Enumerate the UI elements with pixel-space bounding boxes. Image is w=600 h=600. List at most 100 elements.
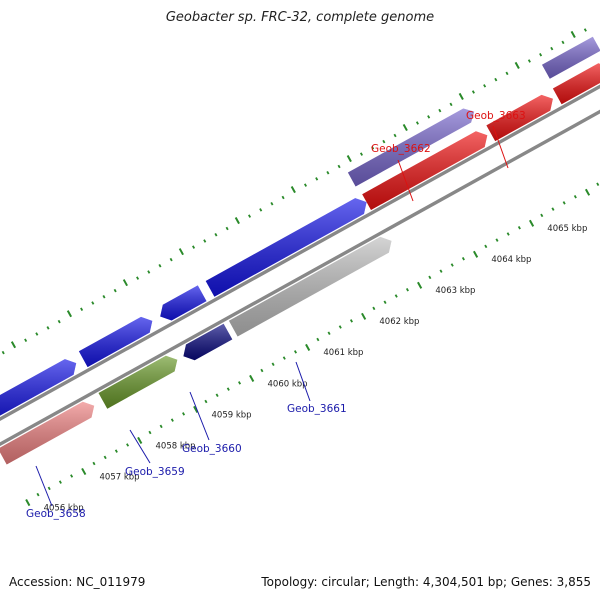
major-tick-0-35 — [346, 154, 352, 163]
minor-tick-1-6 — [92, 461, 96, 466]
gene-forward-6-shade — [486, 94, 553, 142]
minor-tick-0-9 — [57, 319, 61, 324]
minor-tick-1-23 — [282, 356, 286, 360]
gene-reverse-1 — [0, 401, 95, 465]
minor-tick-0-28 — [270, 201, 274, 206]
minor-tick-0-54 — [561, 40, 565, 45]
minor-tick-1-3 — [58, 480, 62, 484]
gene-forward-4-shade — [205, 198, 367, 297]
gene-forward-1-shade — [0, 359, 77, 416]
major-tick-0-55 — [570, 30, 576, 38]
major-tick-1-35 — [417, 281, 423, 289]
minor-tick-0-37 — [371, 146, 375, 150]
major-tick-0-45 — [458, 92, 464, 101]
minor-tick-1-21 — [260, 368, 264, 373]
minor-tick-1-27 — [327, 331, 331, 335]
minor-tick-1-18 — [226, 387, 230, 391]
minor-tick-0-26 — [248, 214, 252, 218]
minor-tick-1-42 — [495, 238, 499, 242]
minor-tick-1-22 — [271, 362, 275, 367]
minor-tick-0-19 — [169, 257, 173, 262]
minor-tick-1-33 — [394, 294, 398, 298]
gene-label: Geob_3662 — [371, 143, 431, 155]
minor-tick-1-28 — [338, 325, 342, 329]
minor-tick-1-29 — [349, 319, 353, 323]
strand-line-forward — [0, 84, 600, 421]
kbp-label: 4063 kbp — [435, 286, 475, 296]
minor-tick-1-51 — [596, 182, 600, 187]
minor-tick-0-11 — [80, 307, 84, 311]
minor-tick-0-12 — [91, 301, 95, 305]
major-tick-1-45 — [528, 219, 535, 227]
minor-tick-1-46 — [540, 213, 544, 218]
minor-tick-0-7 — [35, 332, 39, 336]
major-tick-0-40 — [402, 123, 408, 132]
gene-label: Geob_3660 — [182, 443, 242, 455]
map-title: Geobacter sp. FRC-32, complete genome — [165, 10, 435, 25]
strand-lines — [0, 84, 600, 447]
minor-tick-1-32 — [383, 300, 387, 304]
kbp-label: 4058 kbp — [156, 441, 196, 451]
minor-tick-0-33 — [326, 170, 330, 175]
gene-reverse-3-shade — [183, 323, 233, 361]
kbp-label: 4059 kbp — [212, 410, 252, 420]
minor-tick-1-11 — [148, 430, 152, 435]
minor-tick-0-39 — [393, 133, 397, 138]
minor-tick-0-27 — [259, 208, 263, 212]
minor-tick-0-38 — [382, 139, 386, 144]
minor-tick-0-22 — [203, 239, 207, 243]
gene-leader-line — [129, 429, 151, 464]
gene-labels: Geob_3658 Geob_3659 Geob_3660 Geob_3661 Geob… — [26, 110, 526, 520]
major-tick-0-30 — [290, 186, 296, 194]
major-tick-0-5 — [10, 341, 17, 349]
minor-tick-0-6 — [24, 338, 28, 342]
minor-tick-1-31 — [372, 306, 376, 311]
gene-label: Geob_3658 — [26, 508, 86, 520]
gene-leader-line — [295, 361, 311, 402]
minor-tick-0-36 — [359, 152, 363, 156]
topology-text: Topology: circular; Length: 4,304,501 bp… — [261, 575, 591, 589]
gene-features — [0, 36, 600, 465]
minor-tick-1-26 — [316, 337, 320, 342]
kbp-label: 4061 kbp — [323, 348, 363, 358]
major-tick-0-10 — [66, 310, 73, 318]
minor-tick-0-48 — [494, 77, 498, 82]
gene-forward-1 — [0, 359, 77, 416]
minor-tick-0-56 — [583, 28, 587, 32]
minor-tick-1-19 — [238, 381, 242, 385]
gene-leader-line — [189, 391, 210, 441]
gene-outer-2 — [542, 36, 600, 79]
accession-text: Accession: NC_011979 — [9, 575, 146, 589]
minor-tick-0-53 — [550, 46, 554, 51]
minor-tick-1-13 — [170, 418, 174, 422]
kbp-label: 4060 kbp — [268, 379, 308, 389]
gene-forward-2-shade — [78, 316, 153, 368]
minor-tick-0-49 — [505, 71, 509, 76]
minor-tick-1-2 — [47, 486, 51, 491]
major-tick-1-40 — [473, 250, 479, 258]
gene-leader-line — [397, 159, 414, 202]
minor-tick-1-36 — [428, 275, 432, 280]
minor-tick-0-13 — [102, 295, 106, 299]
gene-reverse-3 — [183, 323, 233, 361]
minor-tick-0-41 — [415, 121, 419, 125]
gene-forward-7-shade — [552, 63, 600, 105]
gene-outer-1-shade — [347, 108, 475, 187]
gene-forward-3 — [160, 285, 207, 321]
major-tick-1-0 — [25, 498, 31, 507]
gene-forward-6 — [486, 94, 553, 142]
major-tick-0-50 — [514, 61, 520, 69]
minor-tick-1-1 — [36, 492, 40, 497]
kbp-label: 4057 kbp — [100, 472, 140, 482]
minor-tick-0-42 — [427, 115, 431, 119]
minor-tick-0-44 — [449, 102, 453, 107]
gene-outer-2-shade — [542, 36, 600, 79]
minor-tick-1-41 — [484, 244, 488, 249]
minor-tick-1-49 — [573, 194, 577, 199]
minor-tick-1-8 — [114, 449, 118, 453]
gene-reverse-2-shade — [98, 355, 178, 409]
gene-reverse-2 — [98, 355, 178, 409]
minor-tick-1-7 — [103, 455, 107, 460]
gene-reverse-4 — [228, 236, 392, 337]
minor-tick-1-14 — [182, 412, 186, 416]
